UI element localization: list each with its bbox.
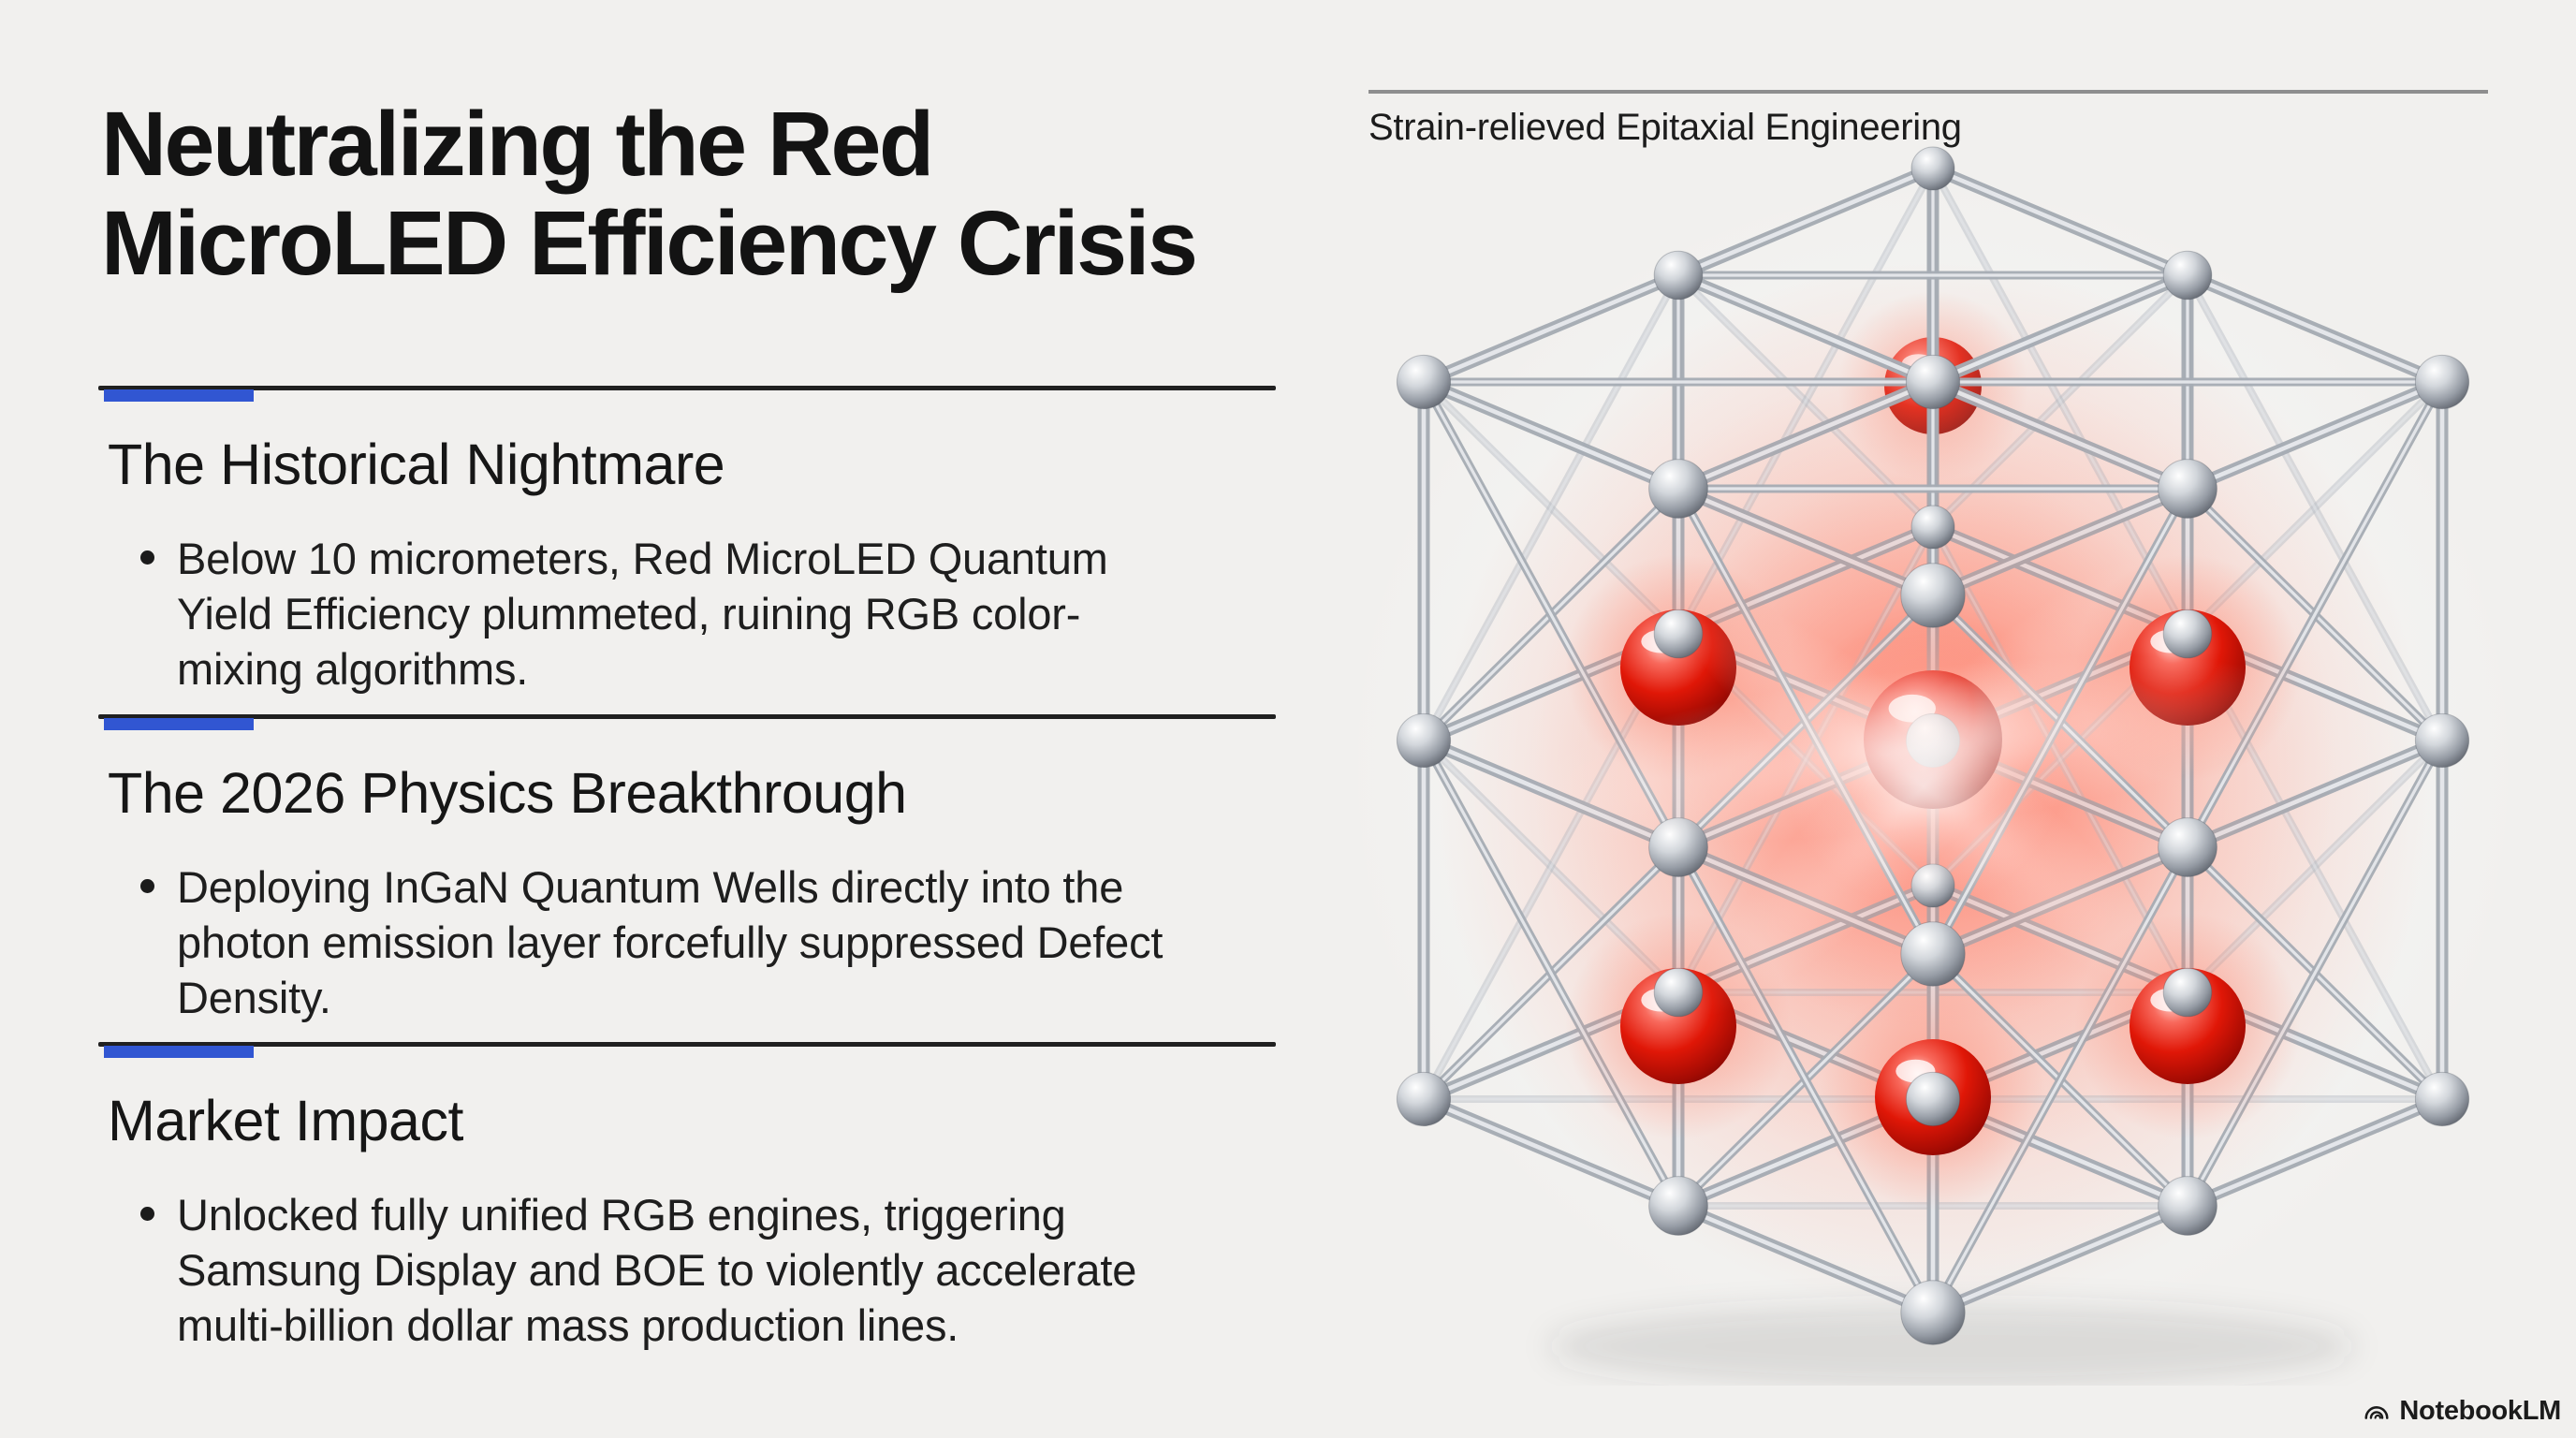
section-accent-bar [104, 718, 254, 730]
bullet-text: Below 10 micrometers, Red MicroLED Quant… [177, 534, 1108, 695]
bullet-dot [140, 550, 154, 565]
section-heading: The Historical Nightmare [108, 433, 725, 496]
section-physics-breakthrough: The 2026 Physics Breakthrough Deploying … [98, 714, 1276, 1026]
crystal-lattice-figure [1334, 146, 2523, 1386]
section-divider [98, 714, 1276, 730]
notebooklm-brand: NotebookLM [2363, 1396, 2561, 1427]
bullet-text: Deploying InGaN Quantum Wells directly i… [177, 862, 1164, 1023]
section-accent-bar [104, 1046, 254, 1058]
section-divider [98, 386, 1276, 402]
figure-divider [1368, 90, 2488, 94]
section-market-impact: Market Impact Unlocked fully unified RGB… [98, 1042, 1276, 1354]
section-heading: Market Impact [108, 1089, 463, 1152]
bullet-item: Deploying InGaN Quantum Wells directly i… [140, 859, 1184, 1026]
section-accent-bar [104, 389, 254, 402]
bullet-text: Unlocked fully unified RGB engines, trig… [177, 1190, 1137, 1351]
section-heading: The 2026 Physics Breakthrough [108, 761, 907, 825]
notebooklm-brand-name: NotebookLM [2399, 1396, 2561, 1426]
bullet-item: Unlocked fully unified RGB engines, trig… [140, 1187, 1184, 1354]
section-divider [98, 1042, 1276, 1058]
page-title-line2: MicroLED Efficiency Crisis [101, 191, 1198, 294]
page-title-line1: Neutralizing the Red [101, 92, 934, 195]
page-title: Neutralizing the Red MicroLED Efficiency… [101, 92, 1198, 294]
bullet-dot [140, 1207, 154, 1221]
figure-caption: Strain-relieved Epitaxial Engineering [1368, 107, 1962, 148]
bullet-item: Below 10 micrometers, Red MicroLED Quant… [140, 531, 1184, 697]
notebooklm-logo-icon [2364, 1405, 2389, 1419]
section-historical-nightmare: The Historical Nightmare Below 10 microm… [98, 386, 1276, 697]
bullet-dot [140, 879, 154, 893]
